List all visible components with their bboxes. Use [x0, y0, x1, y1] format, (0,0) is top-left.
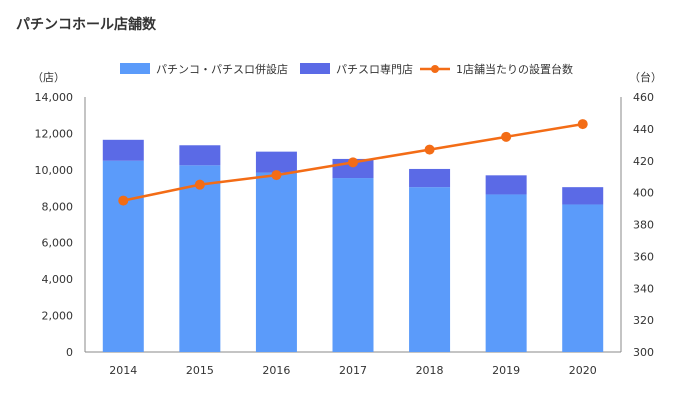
bar-combined-store	[179, 165, 221, 352]
y-right-tick-label: 440	[633, 123, 654, 136]
y-left-tick-label: 10,000	[35, 164, 74, 177]
line-point	[194, 179, 205, 190]
x-tick-label: 2016	[262, 364, 290, 377]
legend-swatch-marker	[431, 65, 439, 73]
y-left-tick-label: 6,000	[42, 237, 74, 250]
y-left-tick-label: 2,000	[42, 310, 74, 323]
legend-label: 1店舗当たりの設置台数	[456, 62, 573, 76]
y-left-tick-label: 8,000	[42, 200, 74, 213]
y-right-tick-label: 380	[633, 219, 654, 232]
y-right-tick-label: 300	[633, 346, 654, 359]
line-point	[577, 119, 588, 130]
x-tick-label: 2019	[492, 364, 520, 377]
x-tick-label: 2014	[109, 364, 137, 377]
x-tick-label: 2018	[416, 364, 444, 377]
y-left-tick-label: 12,000	[35, 127, 74, 140]
y-right-tick-label: 460	[633, 91, 654, 104]
bar-pachislot-store	[255, 151, 297, 173]
y-right-tick-label: 420	[633, 155, 654, 168]
bar-pachislot-store	[102, 139, 144, 161]
legend-swatch-pachislot-store	[300, 63, 330, 74]
bar-combined-store	[332, 178, 374, 352]
line-point	[118, 195, 129, 206]
bar-pachislot-store	[409, 168, 451, 188]
y-left-tick-label: 4,000	[42, 273, 74, 286]
y-right-unit-label: （台）	[629, 70, 662, 84]
bar-combined-store	[102, 160, 144, 352]
bar-combined-store	[562, 204, 604, 352]
line-point	[271, 170, 282, 181]
y-left-tick-label: 14,000	[35, 91, 74, 104]
y-left-unit-label: （店）	[32, 70, 65, 84]
y-right-tick-label: 320	[633, 314, 654, 327]
y-right-tick-label: 340	[633, 282, 654, 295]
line-point	[348, 157, 358, 168]
bar-pachislot-store	[485, 175, 527, 195]
chart-title: パチンコホール店舗数	[16, 17, 156, 33]
x-tick-label: 2015	[186, 364, 214, 377]
bar-combined-store	[485, 194, 527, 352]
bar-combined-store	[255, 172, 297, 352]
x-tick-label: 2020	[569, 364, 597, 377]
legend-swatch-combined-store	[120, 63, 150, 74]
bar-combined-store	[409, 187, 451, 352]
line-point	[501, 131, 512, 142]
line-point	[424, 144, 435, 155]
x-tick-label: 2017	[339, 364, 367, 377]
legend-label: パチンコ・パチスロ併設店	[156, 62, 288, 76]
y-left-tick-label: 0	[66, 346, 73, 359]
y-right-tick-label: 360	[633, 250, 654, 263]
y-right-tick-label: 400	[633, 187, 654, 200]
bar-pachislot-store	[179, 145, 221, 166]
legend-label: パチスロ専門店	[336, 62, 413, 76]
bar-pachislot-store	[562, 187, 604, 205]
